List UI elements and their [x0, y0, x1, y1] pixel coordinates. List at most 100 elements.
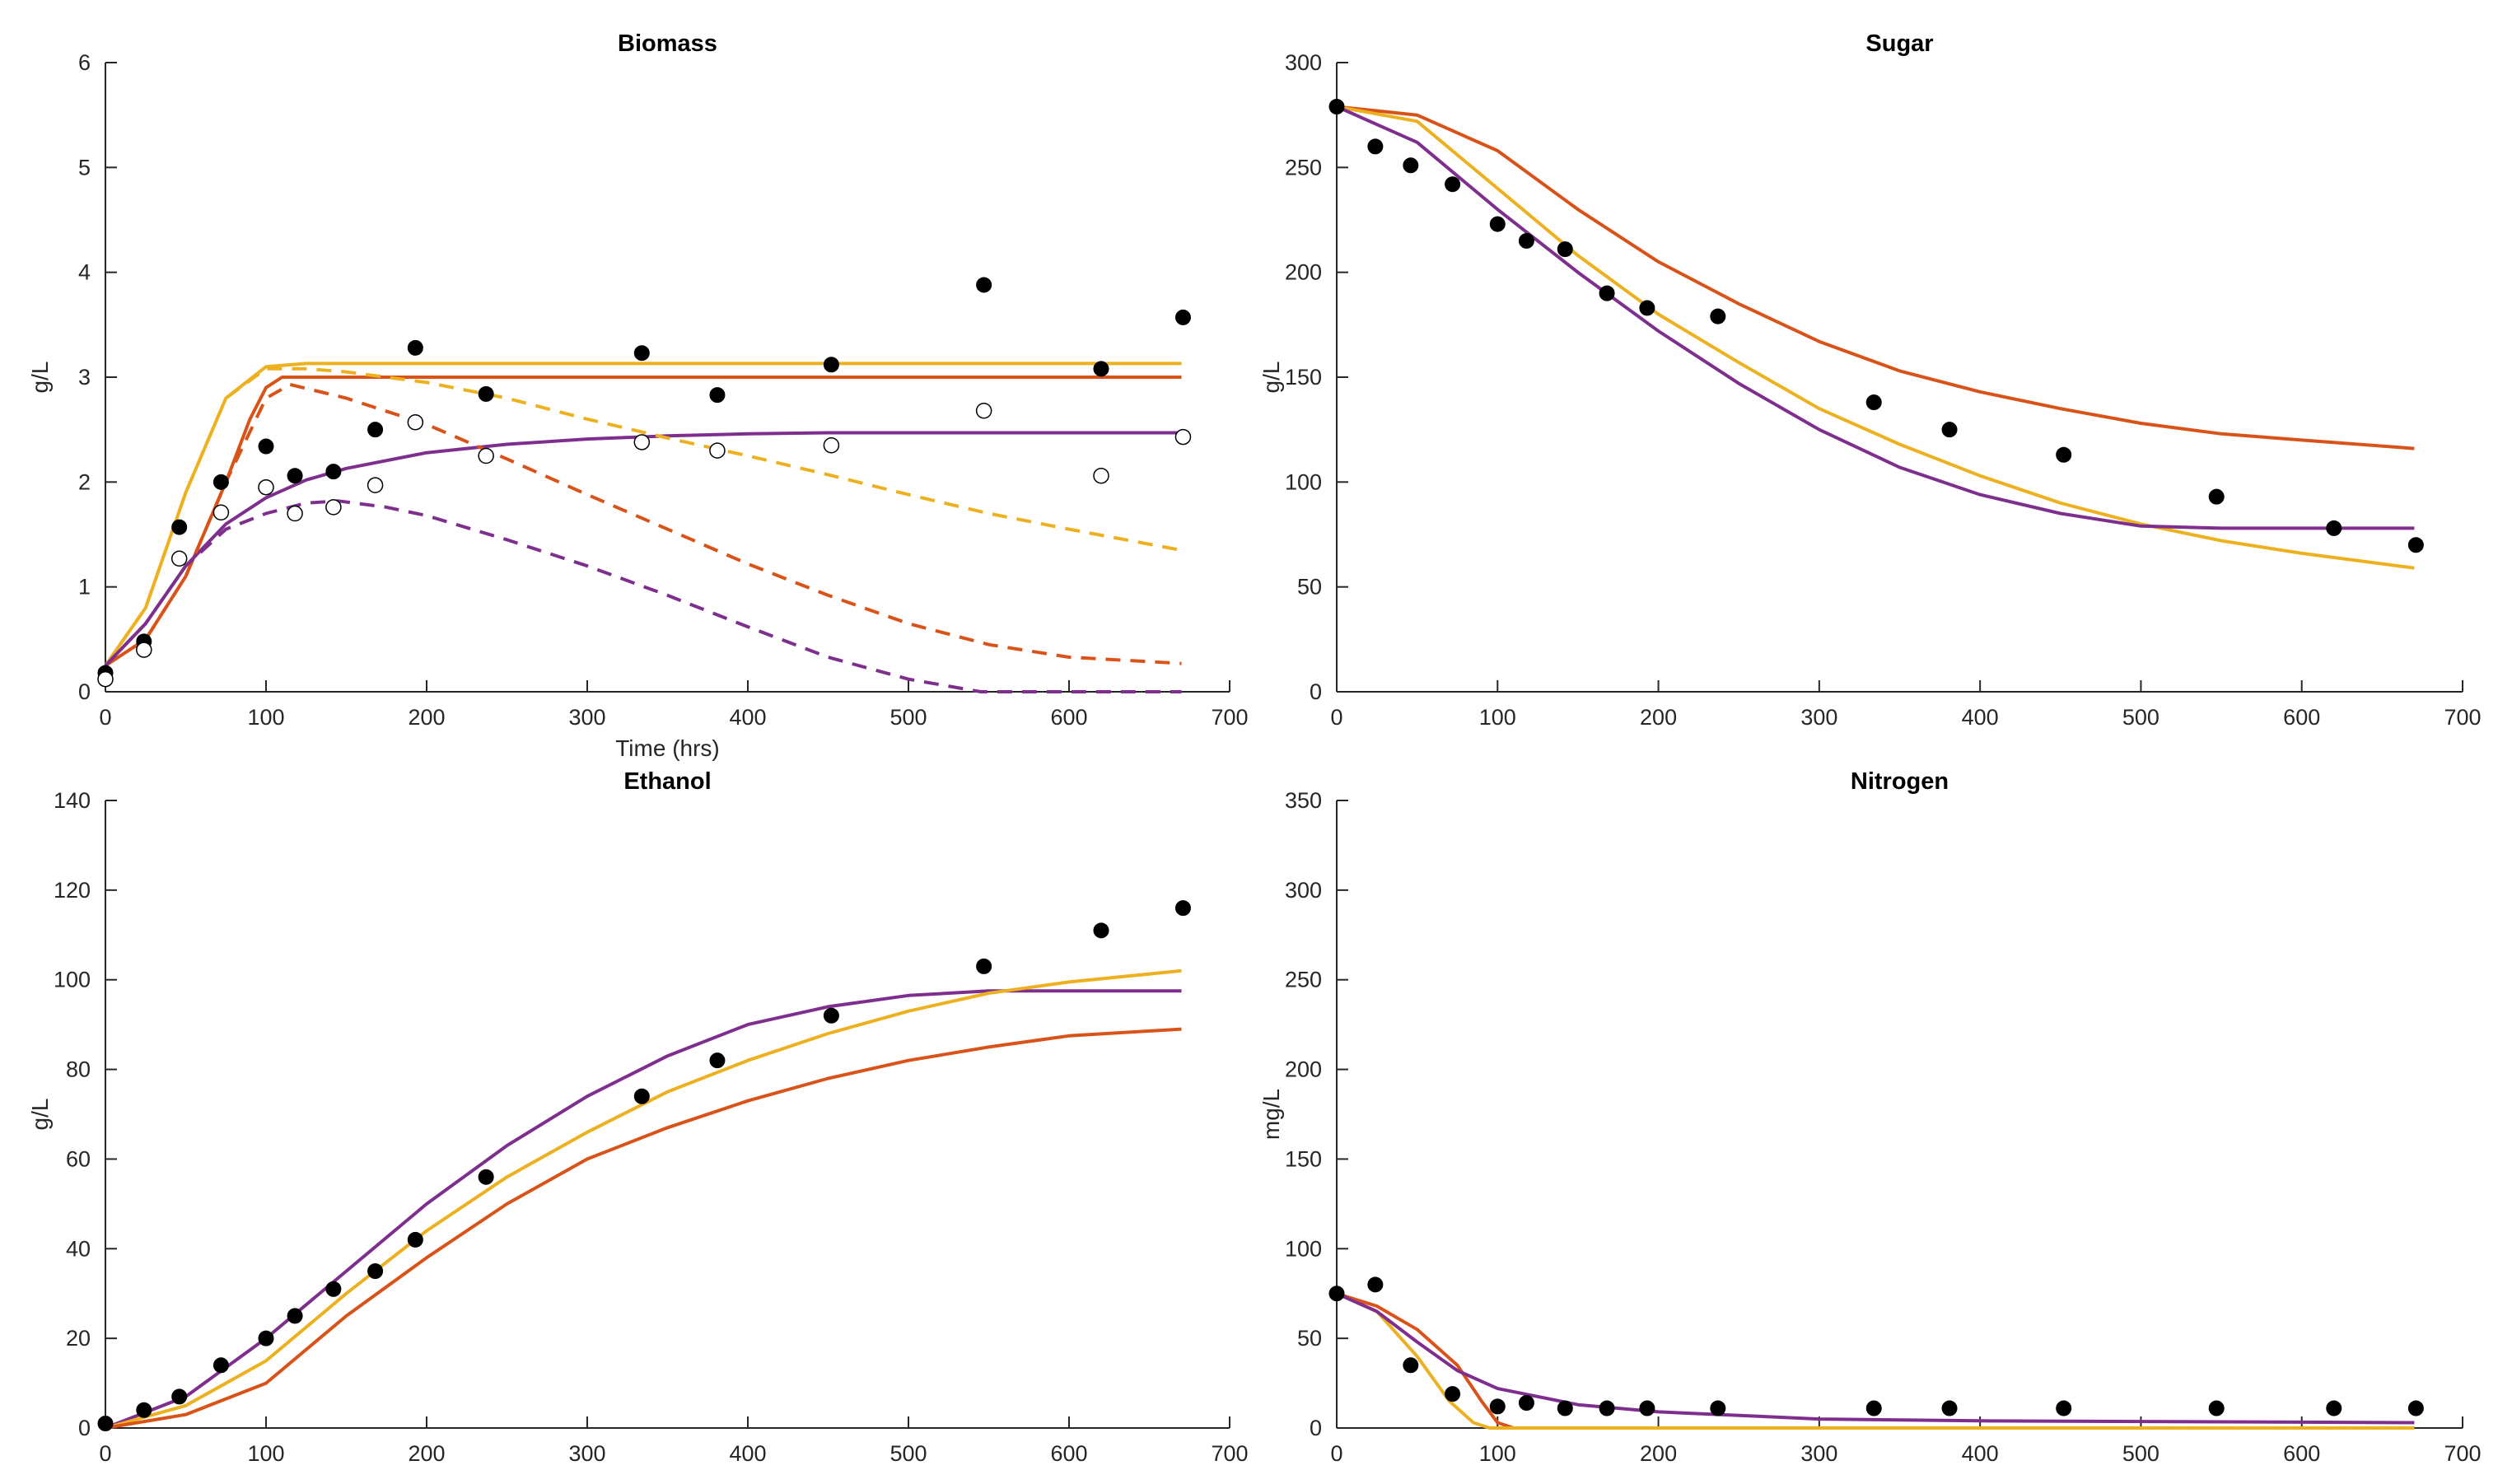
data-point-measured-filled — [2326, 1400, 2342, 1416]
data-point-measured-filled — [1710, 308, 1726, 324]
data-point-measured-filled — [1865, 1400, 1882, 1416]
data-point-measured-filled — [2407, 537, 2424, 553]
y-tick-label: 50 — [1297, 1326, 1322, 1351]
series-yellow-solid — [1336, 1291, 2415, 1430]
data-point-measured-filled — [1445, 1386, 1461, 1402]
x-tick-label: 400 — [729, 705, 766, 730]
x-tick-label: 600 — [2283, 705, 2320, 730]
y-tick-label: 80 — [66, 1057, 91, 1082]
series-purple-solid — [1336, 105, 2415, 530]
data-point-measured-filled — [1445, 176, 1461, 193]
x-tick-label: 300 — [1800, 1441, 1837, 1466]
x-tick-label: 200 — [1640, 1441, 1677, 1466]
chart-title: Ethanol — [623, 768, 711, 795]
data-point-measured-open — [709, 442, 726, 459]
data-point-measured-filled — [709, 1052, 726, 1069]
data-point-measured-filled — [1941, 422, 1958, 438]
x-tick-label: 100 — [247, 705, 284, 730]
x-tick-label: 100 — [247, 1441, 284, 1466]
data-point-measured-open — [212, 504, 230, 521]
x-tick-label: 200 — [408, 1441, 445, 1466]
y-axis-label: g/L — [27, 1099, 53, 1131]
x-tick-label: 700 — [2444, 1441, 2481, 1466]
x-axis-label: Time (hrs) — [615, 735, 720, 761]
x-tick-label: 500 — [889, 1441, 927, 1466]
data-point-measured-filled — [478, 1169, 494, 1185]
data-point-measured-open — [823, 437, 840, 454]
y-axis-label: g/L — [27, 362, 53, 394]
series-yellow-solid — [1336, 105, 2415, 570]
y-tick-label: 250 — [1285, 155, 1322, 180]
data-point-measured-filled — [407, 1231, 423, 1248]
data-point-measured-filled — [258, 438, 274, 455]
data-point-measured-filled — [2208, 1400, 2225, 1416]
y-tick-label: 0 — [78, 1416, 91, 1440]
x-tick-label: 200 — [1640, 705, 1677, 730]
data-point-measured-filled — [1557, 1400, 1573, 1416]
data-point-measured-filled — [1639, 300, 1655, 316]
series-purple-solid — [104, 431, 1182, 667]
data-point-measured-filled — [1403, 157, 1419, 174]
chart-title: Sugar — [1865, 30, 1933, 57]
data-point-measured-filled — [633, 345, 650, 362]
data-point-measured-filled — [1710, 1400, 1726, 1416]
data-point-measured-open — [170, 550, 188, 567]
data-point-measured-filled — [258, 1330, 274, 1346]
data-point-measured-filled — [2208, 488, 2225, 505]
x-tick-label: 400 — [1962, 705, 1999, 730]
chart-sugar: Sugar 0 100 200 300 400 500 600 700 0 50 100 150 200 2… — [1258, 30, 2482, 730]
data-point-measured-filled — [1367, 138, 1384, 155]
x-tick-label: 400 — [729, 1441, 766, 1466]
x-tick-label: 300 — [568, 1441, 605, 1466]
x-tick-label: 300 — [1800, 705, 1837, 730]
data-point-measured-filled — [367, 422, 384, 438]
y-axis-label: g/L — [1258, 362, 1284, 394]
x-tick-label: 700 — [1211, 1441, 1248, 1466]
y-tick-label: 20 — [66, 1326, 91, 1351]
y-tick-label: 1 — [78, 575, 91, 600]
chart-nitrogen: Nitrogen 0 100 200 300 400 500 600 700 0 50 100 150 2… — [1258, 768, 2482, 1466]
y-tick-label: 0 — [78, 679, 91, 704]
data-point-measured-filled — [325, 1281, 342, 1297]
data-point-measured-filled — [1328, 98, 1345, 114]
x-tick-label: 600 — [1050, 705, 1087, 730]
y-tick-label: 6 — [78, 50, 91, 75]
data-point-measured-open — [287, 505, 303, 522]
data-point-measured-filled — [2407, 1400, 2424, 1416]
y-tick-label: 0 — [1310, 1416, 1322, 1440]
series-orange-solid — [105, 1027, 1182, 1430]
x-tick-label: 0 — [1330, 705, 1342, 730]
chart-biomass: Biomass 0 100 200 300 400 500 600 700 0 1 2 3 4 5 6 g/L T… — [27, 30, 1249, 761]
data-point-measured-filled — [1174, 900, 1191, 917]
data-point-measured-open — [136, 642, 152, 658]
y-tick-label: 60 — [66, 1146, 91, 1171]
data-point-measured-filled — [1328, 1286, 1345, 1302]
y-tick-label: 3 — [78, 365, 91, 390]
data-point-measured-filled — [1367, 1276, 1384, 1293]
y-tick-label: 150 — [1285, 365, 1322, 390]
series-purple-solid — [1336, 1291, 2415, 1425]
y-tick-label: 50 — [1297, 575, 1322, 600]
y-tick-label: 100 — [1285, 1236, 1322, 1261]
y-tick-label: 2 — [78, 469, 91, 494]
y-axis-label: mg/L — [1258, 1089, 1284, 1140]
x-tick-label: 500 — [2122, 705, 2159, 730]
data-point-measured-filled — [823, 357, 839, 373]
data-point-measured-filled — [1174, 309, 1191, 325]
data-point-measured-filled — [1557, 241, 1573, 258]
data-point-measured-filled — [1403, 1357, 1419, 1374]
data-point-measured-filled — [325, 464, 342, 480]
data-point-measured-open — [1174, 428, 1192, 446]
x-tick-label: 400 — [1962, 1441, 1999, 1466]
y-tick-label: 0 — [1310, 679, 1322, 704]
series-purple-solid — [105, 989, 1182, 1430]
chart-title: Biomass — [618, 30, 717, 57]
series-orange-dashed — [104, 382, 1182, 667]
data-point-measured-filled — [136, 1402, 152, 1418]
data-point-measured-filled — [171, 519, 188, 535]
data-point-measured-filled — [1093, 922, 1109, 939]
data-point-measured-filled — [478, 385, 494, 402]
x-tick-label: 500 — [2122, 1441, 2159, 1466]
data-point-measured-filled — [709, 387, 726, 404]
